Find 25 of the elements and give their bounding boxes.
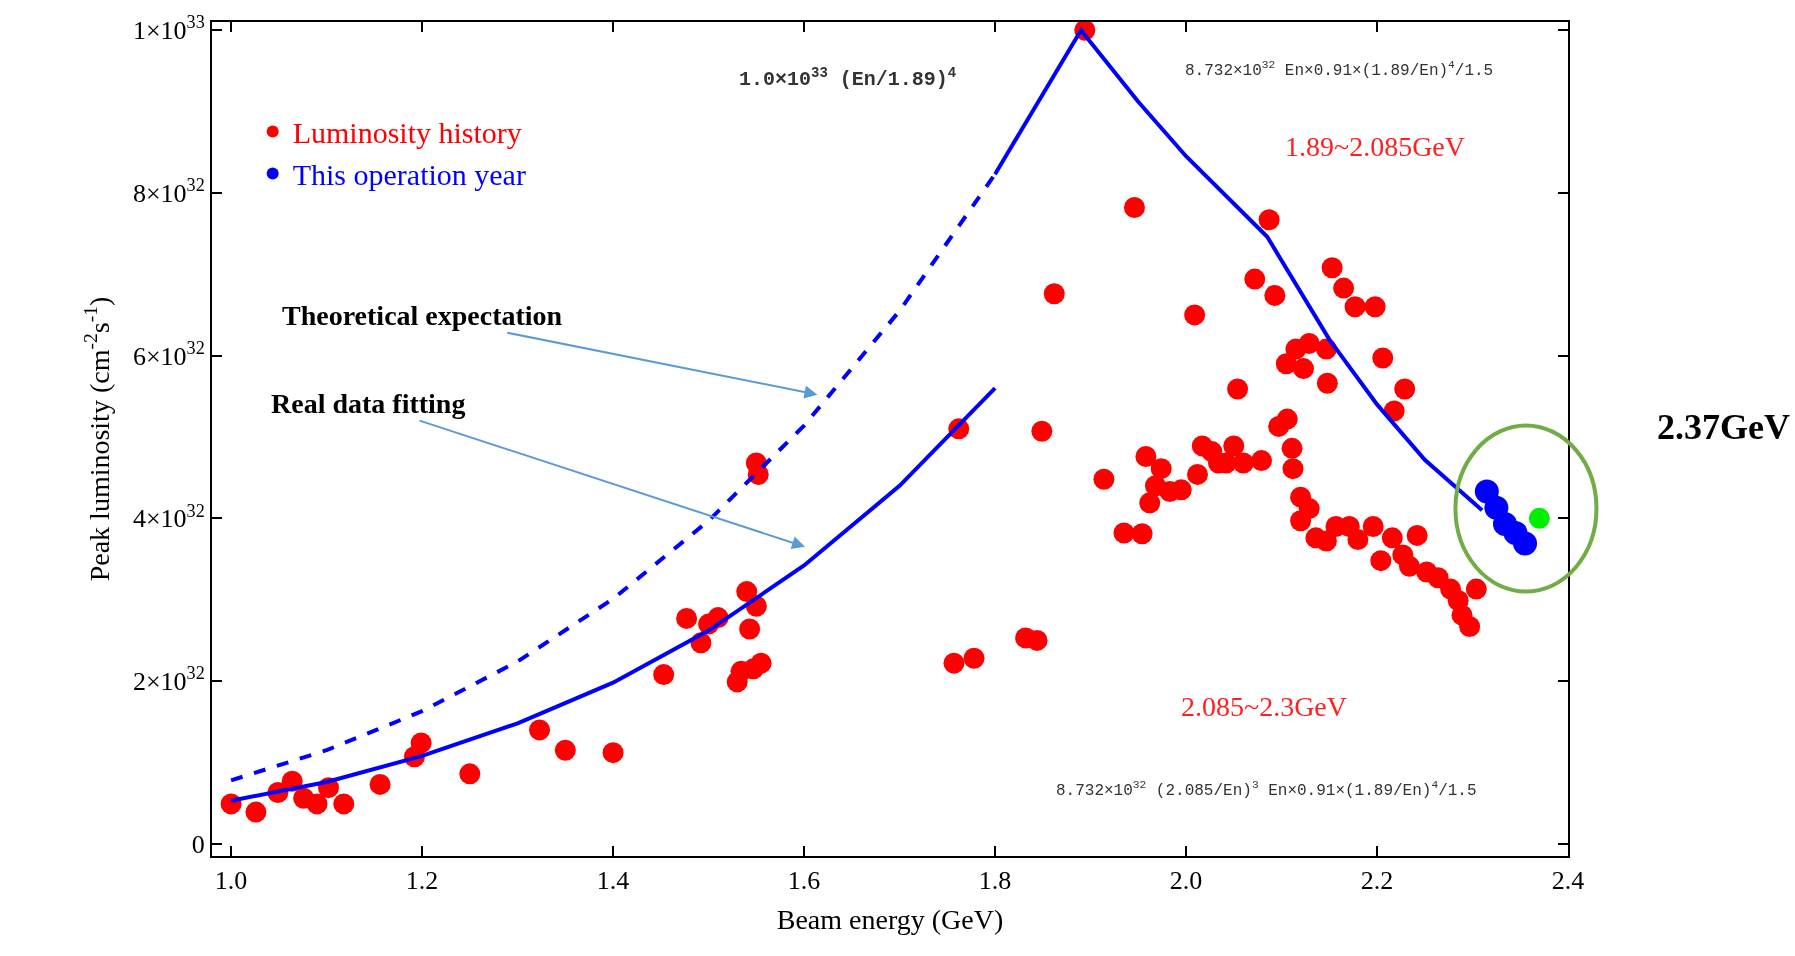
x-tick-label: 1.8 [978,866,1012,896]
y-tick-label: 4×10$^{32}$ [132,500,205,534]
x-axis-title: Beam energy (GeV) [776,903,1004,935]
y-tick-label: 6×10$^{32}$ [132,337,205,371]
x-tick-label: 1.0 [214,866,248,896]
x-tick-label: 2.2 [1360,866,1394,896]
annotation: Real data fitting [271,388,466,419]
y-tick-label: 2×10$^{32}$ [132,663,205,697]
legend-label: Luminosity history [292,116,522,150]
annotation: 8.732×10$^{32}$ En×0.91×(1.89/En)$^{4}$/1.5 [1185,59,1494,80]
legend-label: This operation year [292,158,526,192]
text: 2.37GeV [1657,407,1790,447]
y-tick-label: 0 [191,829,205,859]
annotation: 1.0×10$^{33}$ (En/1.89)$^{4}$ [739,65,957,92]
x-tick-label: 2.4 [1551,866,1585,896]
x-tick-label: 1.4 [596,866,630,896]
annotation: 8.732×10$^{32}$ (2.085/En)$^{3}$ En×0.91×(1.89/En)$^{4}$/1.5 [1056,779,1477,800]
annotation: Theoretical expectation [282,300,563,331]
x-tick-label: 1.2 [405,866,439,896]
y-tick-label: 8×10$^{32}$ [132,175,205,208]
annotation: 2.085~2.3GeV [1181,691,1348,722]
y-tick-label: 1×10$^{33}$ [132,12,205,46]
x-tick-label: 2.0 [1169,866,1203,896]
x-tick-label: 1.6 [787,866,821,896]
annotation: 1.89~2.085GeV [1285,131,1466,162]
